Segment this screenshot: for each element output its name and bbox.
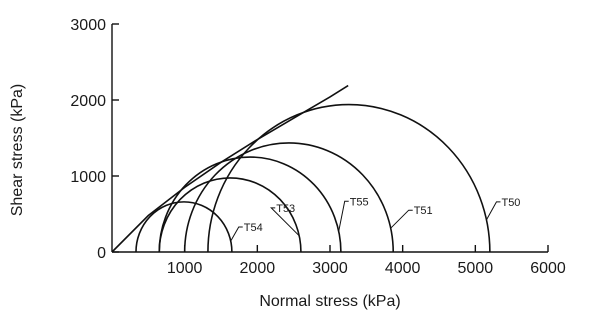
x-tick-label: 6000 <box>530 260 566 277</box>
circle-label-t53: T53 <box>276 203 295 215</box>
circle-label-t51: T51 <box>414 205 433 217</box>
mohr-circle-t50 <box>207 103 491 253</box>
y-ticks: 0 1000 2000 3000 <box>70 17 119 262</box>
label-leader-t53 <box>270 207 300 237</box>
y-tick-label: 3000 <box>70 17 106 34</box>
y-tick-label: 0 <box>97 245 106 262</box>
mohr-circle-t54 <box>135 201 233 253</box>
mohr-circle-t53 <box>158 177 302 253</box>
circle-label-t54: T54 <box>244 222 263 234</box>
label-leader-t54 <box>230 226 243 242</box>
y-axis-title: Shear stress (kPa) <box>9 84 26 216</box>
mohr-circle-t55 <box>158 156 342 253</box>
x-tick-label: 3000 <box>312 260 348 277</box>
circle-label-t55: T55 <box>350 196 369 208</box>
x-ticks: 1000 2000 3000 4000 5000 6000 <box>167 245 566 277</box>
circle-label-t50: T50 <box>501 197 520 209</box>
y-tick-label: 2000 <box>70 93 106 110</box>
y-tick-label: 1000 <box>70 169 106 186</box>
label-leader-t55 <box>338 200 349 232</box>
x-tick-label: 2000 <box>240 260 276 277</box>
x-tick-label: 1000 <box>167 260 203 277</box>
x-axis-title: Normal stress (kPa) <box>259 293 400 310</box>
label-leader-t51 <box>390 209 413 229</box>
x-tick-label: 4000 <box>385 260 421 277</box>
failure-envelope-line <box>111 84 349 253</box>
plot-area: T50 T51 T55 T53 T54 <box>111 84 520 253</box>
x-tick-label: 5000 <box>458 260 494 277</box>
axes <box>111 24 548 253</box>
label-leader-t50 <box>486 201 501 221</box>
